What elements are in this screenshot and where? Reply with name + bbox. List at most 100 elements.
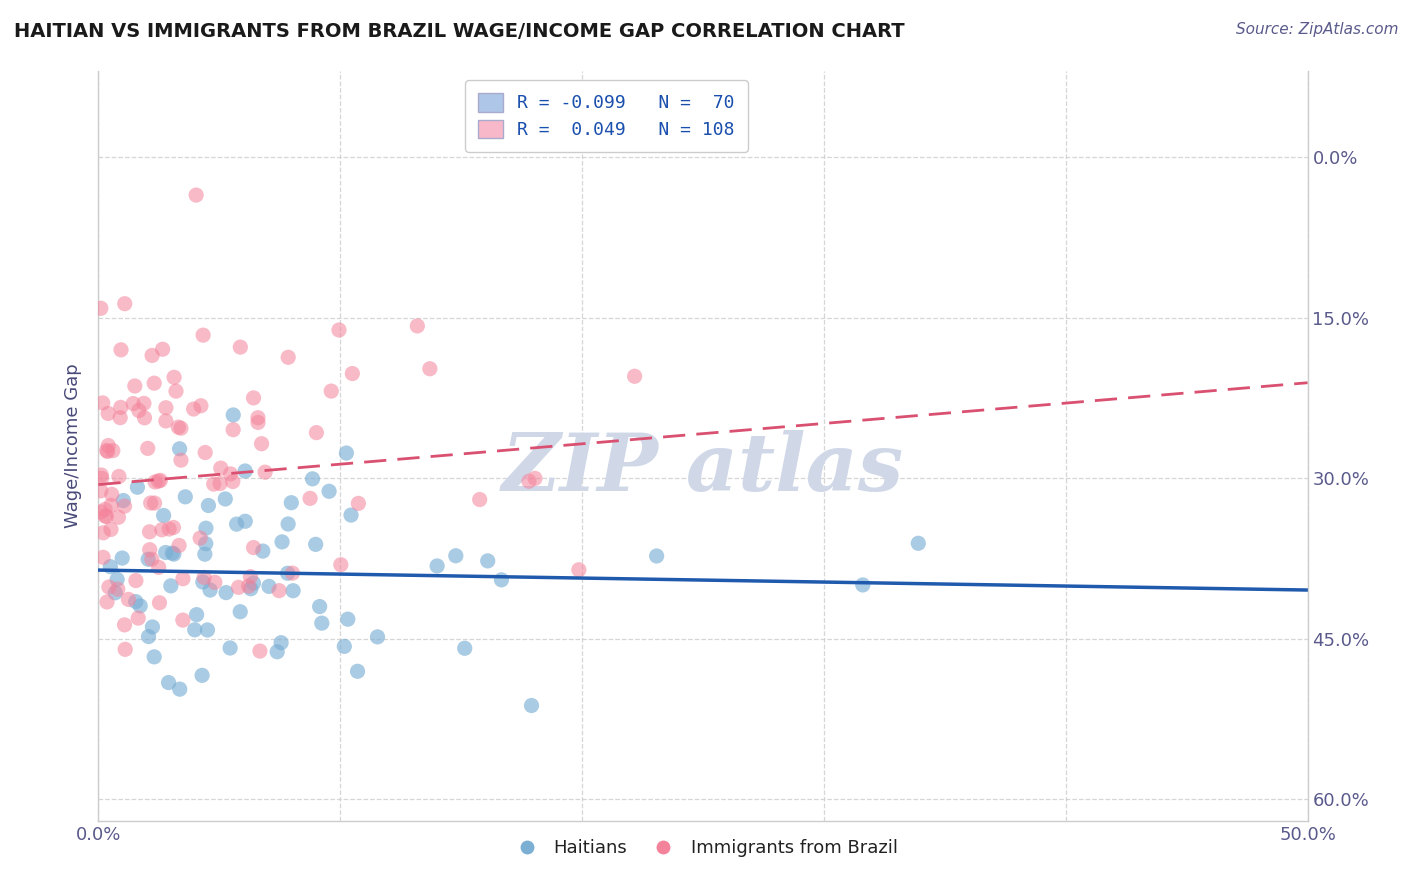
Point (252, 544, 274, 558)
Point (281, 566, 304, 581)
Point (143, 649, 166, 664)
Point (163, 370, 186, 384)
Point (229, 605, 252, 619)
Point (155, 414, 177, 428)
Point (114, 642, 136, 657)
Point (239, 570, 262, 584)
Point (277, 351, 299, 365)
Point (100, 523, 122, 537)
Point (91, 550, 114, 565)
Point (110, 343, 132, 357)
Point (301, 472, 323, 486)
Point (523, 471, 546, 485)
Point (167, 420, 190, 434)
Point (188, 531, 211, 545)
Point (645, 549, 668, 563)
Point (97, 406, 120, 420)
Point (280, 496, 302, 510)
Point (246, 410, 269, 425)
Y-axis label: Wage/Income Gap: Wage/Income Gap (65, 364, 83, 528)
Point (366, 630, 388, 644)
Point (94, 502, 117, 516)
Point (170, 453, 193, 467)
Point (333, 640, 356, 654)
Point (346, 665, 368, 679)
Point (225, 517, 247, 532)
Point (406, 318, 429, 333)
Point (132, 396, 155, 410)
Point (107, 510, 129, 524)
Point (299, 491, 322, 506)
Point (112, 493, 135, 508)
Legend: Haitians, Immigrants from Brazil: Haitians, Immigrants from Brazil (501, 831, 905, 864)
Point (194, 547, 217, 561)
Point (96, 443, 118, 458)
Point (148, 596, 170, 610)
Point (269, 583, 291, 598)
Point (91, 396, 114, 410)
Point (277, 566, 299, 581)
Point (138, 542, 160, 557)
Point (152, 343, 174, 357)
Point (328, 323, 350, 337)
Point (242, 391, 264, 405)
Point (141, 348, 163, 362)
Point (444, 549, 467, 563)
Point (228, 580, 250, 594)
Point (517, 474, 540, 488)
Point (335, 446, 357, 460)
Point (155, 545, 177, 559)
Point (100, 499, 122, 513)
Point (198, 582, 221, 597)
Point (90, 471, 112, 485)
Point (347, 496, 370, 510)
Point (477, 554, 499, 568)
Point (143, 475, 166, 489)
Point (520, 698, 543, 713)
Point (222, 423, 245, 437)
Point (114, 499, 136, 513)
Point (419, 361, 441, 376)
Point (194, 445, 217, 459)
Point (329, 558, 352, 572)
Point (122, 396, 145, 410)
Point (101, 443, 124, 458)
Point (150, 523, 173, 537)
Point (129, 599, 152, 613)
Point (172, 572, 194, 586)
Point (250, 436, 273, 450)
Point (281, 583, 304, 598)
Point (209, 461, 232, 475)
Point (157, 675, 180, 690)
Point (90, 483, 112, 498)
Point (907, 536, 929, 550)
Point (90, 468, 112, 483)
Point (169, 442, 191, 456)
Point (191, 574, 214, 589)
Point (141, 552, 163, 566)
Point (336, 612, 359, 626)
Point (305, 425, 328, 440)
Point (233, 464, 256, 478)
Point (148, 474, 170, 488)
Point (100, 487, 122, 501)
Point (214, 491, 236, 506)
Point (127, 480, 149, 494)
Text: Source: ZipAtlas.com: Source: ZipAtlas.com (1236, 22, 1399, 37)
Point (172, 613, 194, 627)
Point (270, 636, 292, 650)
Point (148, 560, 170, 574)
Point (114, 296, 136, 310)
Point (191, 328, 214, 343)
Point (157, 522, 180, 536)
Point (238, 579, 260, 593)
Point (491, 573, 513, 587)
Point (110, 401, 132, 415)
Text: HAITIAN VS IMMIGRANTS FROM BRAZIL WAGE/INCOME GAP CORRELATION CHART: HAITIAN VS IMMIGRANTS FROM BRAZIL WAGE/I… (14, 22, 904, 41)
Text: ZIP atlas: ZIP atlas (502, 430, 904, 508)
Point (111, 551, 134, 566)
Point (104, 586, 127, 600)
Point (136, 442, 159, 456)
Point (233, 514, 256, 528)
Point (107, 582, 129, 597)
